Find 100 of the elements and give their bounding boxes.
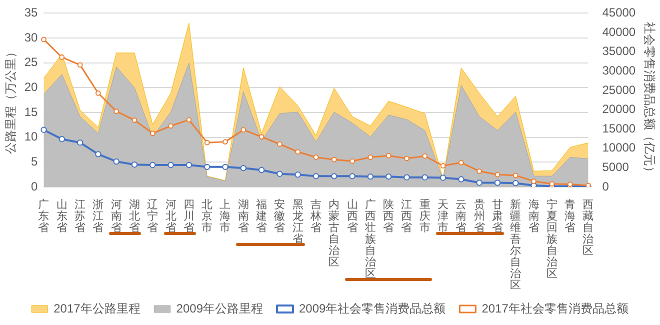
point <box>458 176 464 182</box>
point <box>186 162 192 168</box>
x-tick-label: 湖北省 <box>128 198 140 234</box>
x-tick-label: 云南省 <box>456 198 467 234</box>
y-tick-label: 35 <box>24 6 38 20</box>
point <box>240 127 246 133</box>
x-tick-label: 西藏自治区 <box>582 198 594 258</box>
point <box>422 153 428 159</box>
x-tick-label: 广西壮族自治区 <box>364 198 376 280</box>
y2-tick-label: 35000 <box>602 44 636 58</box>
point <box>258 166 265 174</box>
point <box>222 164 228 170</box>
y2-tick-label: 5000 <box>602 160 630 174</box>
x-tick-label: 重庆市 <box>419 198 430 234</box>
y2-tick-label: 25000 <box>602 82 636 97</box>
x-tick-label: 天津市 <box>438 198 449 234</box>
y-tick-label: 25 <box>24 55 38 70</box>
point <box>114 108 120 114</box>
legend-label: 2017年社会零售消费品总额 <box>482 301 628 316</box>
y-tick-label: 10 <box>24 130 38 144</box>
x-tick-label: 贵州省 <box>474 198 485 234</box>
point <box>186 117 192 122</box>
y-tick-label: 15 <box>24 104 38 119</box>
point <box>113 158 120 165</box>
y-tick-label: 5 <box>31 154 38 168</box>
y2-tick-label: 0 <box>602 179 610 194</box>
point <box>204 164 210 170</box>
x-tick-label: 福建省 <box>255 198 268 234</box>
point <box>440 174 446 181</box>
point <box>385 173 392 180</box>
y2-tick-label: 45000 <box>602 6 636 20</box>
legend-label: 2009年公路里程 <box>176 301 264 316</box>
point <box>368 154 374 160</box>
point <box>331 173 338 180</box>
x-tick-label: 陕西省 <box>383 198 394 234</box>
point <box>40 126 47 133</box>
x-tick-label: 河北省 <box>165 198 176 234</box>
point <box>77 62 83 68</box>
legend-label: 2009年社会零售消费品总额 <box>299 301 446 316</box>
x-tick-label: 吉林省 <box>309 198 322 234</box>
x-tick-label: 内蒙古自治区 <box>328 198 340 269</box>
x-tick-label: 新疆维吾尔自治区 <box>510 198 522 292</box>
point <box>476 168 482 174</box>
point <box>367 173 374 180</box>
point <box>404 156 410 162</box>
y2-tick-label: 20000 <box>602 102 636 116</box>
y-tick-label: 20 <box>24 80 38 94</box>
x-tick-label: 江苏省 <box>74 198 86 234</box>
x-tick-label: 广东省 <box>38 198 50 234</box>
x-tick-label: 四川省 <box>183 198 194 234</box>
point <box>349 173 356 180</box>
legend-label: 2017年公路里程 <box>54 301 140 316</box>
point <box>131 162 138 168</box>
x-tick-label: 河南省 <box>110 198 122 234</box>
y2-tick-label: 10000 <box>602 140 636 155</box>
point <box>276 141 282 147</box>
point <box>150 162 156 168</box>
point <box>331 156 337 162</box>
x-tick-label: 上海市 <box>220 198 231 234</box>
point <box>404 174 410 180</box>
point <box>168 162 174 168</box>
point <box>58 136 65 142</box>
x-tick-label: 江西省 <box>401 198 412 234</box>
point <box>240 164 246 172</box>
x-tick-label: 北京市 <box>202 198 213 234</box>
point <box>222 139 228 145</box>
x-tick-label: 浙江省 <box>92 198 104 234</box>
point <box>95 90 101 96</box>
y2-axis-title: 社会零售消费品总额（亿元） <box>642 22 656 178</box>
y-tick-label: 0 <box>31 179 38 194</box>
point <box>386 153 392 158</box>
x-tick-label: 安徽省 <box>274 198 286 234</box>
point <box>512 180 519 186</box>
y2-tick-label: 30000 <box>602 63 636 78</box>
point <box>95 151 102 158</box>
point <box>440 163 446 168</box>
y-axis-title: 公路里程（万公里） <box>4 46 18 154</box>
y2-tick-label: 40000 <box>602 24 636 39</box>
point <box>76 139 84 146</box>
x-tick-label: 山东省 <box>56 198 68 234</box>
point <box>476 180 482 186</box>
point <box>458 160 464 166</box>
point <box>132 117 138 123</box>
x-tick-label: 辽宁省 <box>147 198 158 234</box>
point <box>295 149 301 155</box>
y2-tick-label: 15000 <box>602 121 636 136</box>
x-tick-label: 山西省 <box>346 198 358 234</box>
x-tick-label: 湖南省 <box>238 198 249 234</box>
point <box>531 178 536 184</box>
point <box>494 172 500 178</box>
point <box>422 174 428 180</box>
x-tick-label: 青海省 <box>564 198 576 234</box>
point <box>276 170 283 177</box>
x-tick-label: 海南省 <box>528 198 540 234</box>
x-tick-label: 甘肃省 <box>492 198 503 234</box>
point <box>313 154 319 160</box>
point <box>494 180 501 186</box>
point <box>312 173 320 180</box>
point <box>258 134 264 140</box>
point <box>59 54 65 60</box>
